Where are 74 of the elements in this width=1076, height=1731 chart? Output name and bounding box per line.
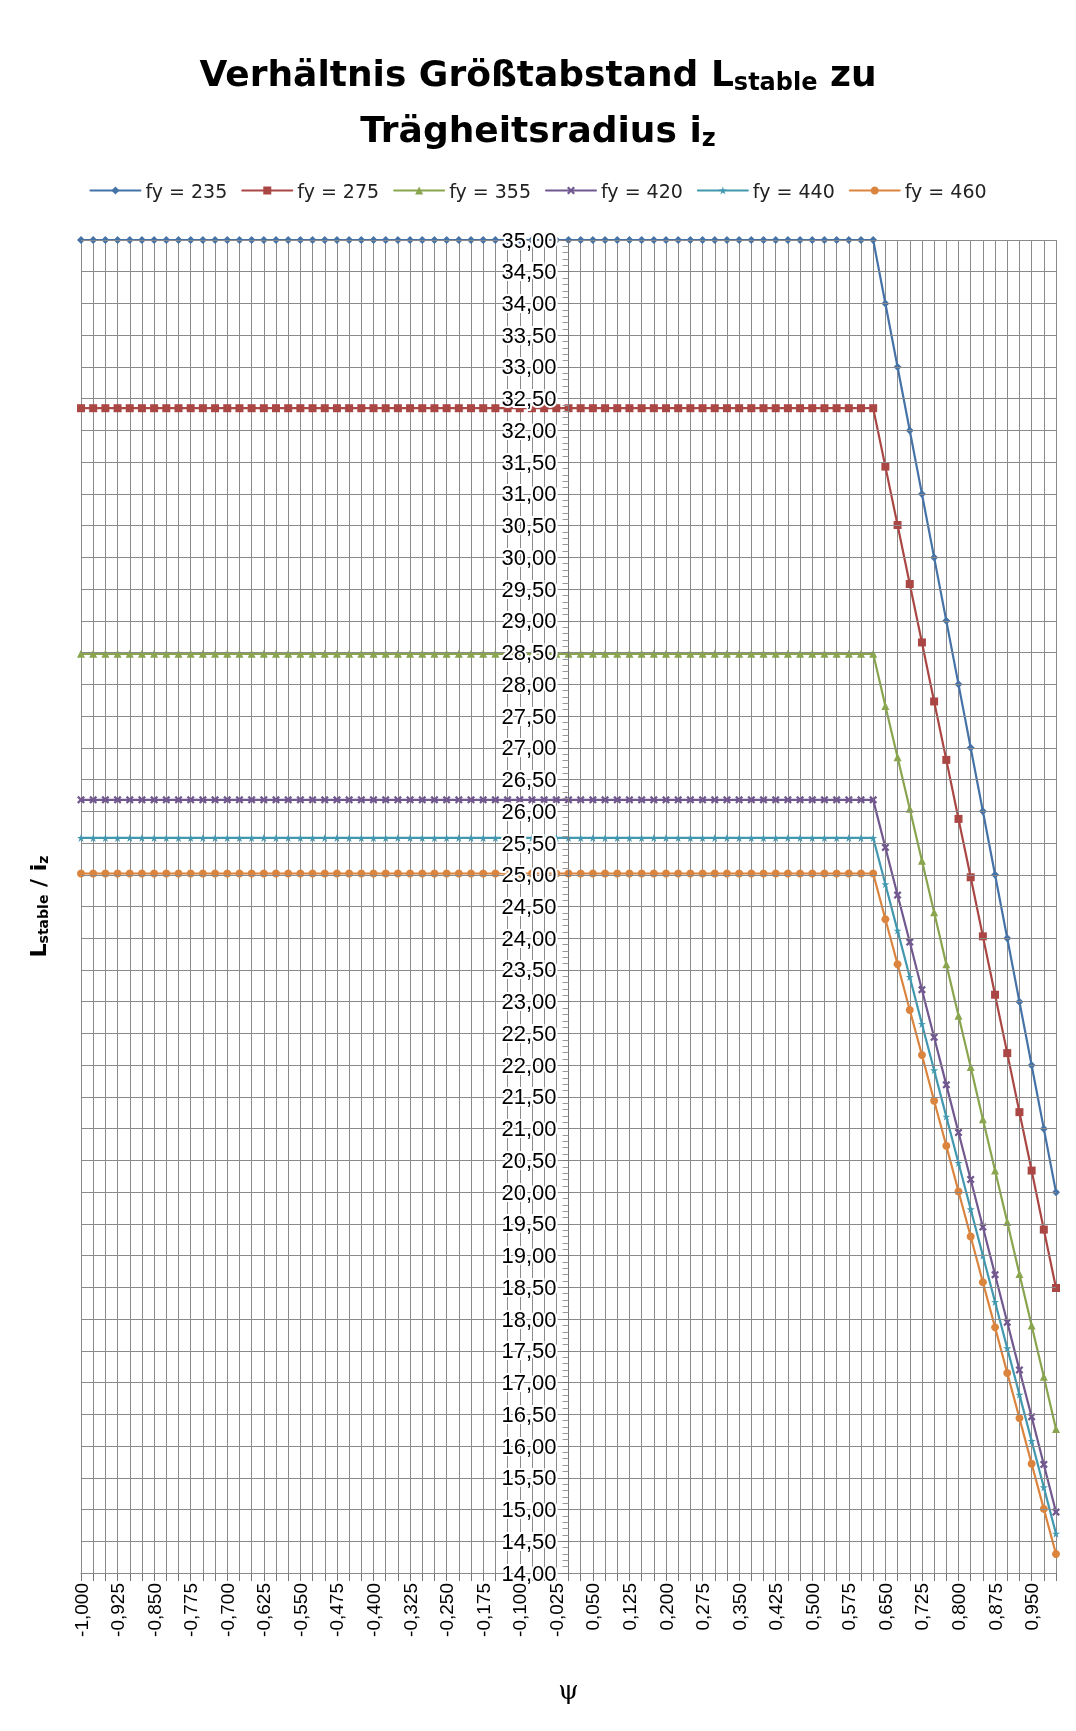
x-tick-label: 0,425 bbox=[765, 1583, 787, 1631]
x-tick-label: -0,775 bbox=[180, 1583, 202, 1637]
y-tick-label: 30,00 bbox=[501, 544, 557, 570]
x-tick-label: -0,325 bbox=[399, 1583, 421, 1637]
x-tick-label: -0,100 bbox=[509, 1583, 531, 1637]
legend-label: fy = 275 bbox=[297, 179, 380, 202]
x-tick-label: -0,700 bbox=[216, 1583, 238, 1637]
x-tick-label: 0,050 bbox=[582, 1583, 604, 1631]
x-tick-label: -0,025 bbox=[545, 1583, 567, 1637]
y-tick-label: 23,00 bbox=[501, 989, 557, 1015]
x-tick-label: -0,925 bbox=[107, 1583, 129, 1637]
x-tick-label: -0,475 bbox=[326, 1583, 348, 1637]
x-tick-label: 0,950 bbox=[1021, 1583, 1043, 1631]
y-tick-label: 16,50 bbox=[501, 1401, 557, 1427]
y-tick-label: 21,00 bbox=[501, 1116, 557, 1142]
y-tick-label: 19,50 bbox=[501, 1211, 557, 1237]
y-tick-label: 26,50 bbox=[501, 767, 557, 793]
x-tick-label: 0,650 bbox=[874, 1583, 896, 1631]
x-axis-title: ψ bbox=[558, 1675, 579, 1705]
y-tick-label: 23,50 bbox=[501, 957, 557, 983]
y-tick-label: 26,00 bbox=[501, 798, 557, 824]
y-tick-label: 22,50 bbox=[501, 1020, 557, 1046]
y-tick-label: 34,00 bbox=[501, 290, 557, 316]
legend-label: fy = 235 bbox=[145, 179, 228, 202]
legend-label: fy = 420 bbox=[601, 179, 683, 202]
y-tick-label: 15,50 bbox=[501, 1465, 557, 1491]
y-tick-label: 16,00 bbox=[501, 1433, 557, 1459]
x-tick-label: 0,800 bbox=[948, 1583, 969, 1631]
y-tick-label: 21,50 bbox=[501, 1084, 557, 1110]
y-tick-label: 33,00 bbox=[501, 354, 557, 380]
y-axis-title: Lstable / iz bbox=[25, 855, 51, 958]
y-tick-label: 20,00 bbox=[501, 1179, 557, 1205]
y-tick-label: 18,50 bbox=[501, 1274, 557, 1300]
x-tick-label: 0,725 bbox=[911, 1583, 933, 1631]
y-tick-label: 27,00 bbox=[501, 735, 557, 761]
x-tick-label: 0,200 bbox=[655, 1583, 677, 1631]
x-tick-label: -0,550 bbox=[289, 1583, 311, 1637]
x-tick-label: -0,400 bbox=[363, 1583, 384, 1637]
x-tick-label: 0,575 bbox=[838, 1583, 860, 1631]
legend-label: fy = 460 bbox=[904, 179, 987, 202]
y-tick-label: 24,00 bbox=[501, 925, 557, 951]
x-tick-label: 0,275 bbox=[692, 1583, 714, 1631]
y-tick-label: 30,50 bbox=[501, 513, 557, 539]
x-tick-label: -0,625 bbox=[253, 1583, 275, 1637]
y-tick-label: 17,00 bbox=[501, 1370, 557, 1396]
y-tick-label: 29,00 bbox=[501, 608, 557, 634]
y-tick-label: 32,00 bbox=[501, 417, 557, 443]
legend-label: fy = 440 bbox=[752, 179, 835, 202]
y-tick-label: 27,50 bbox=[501, 703, 557, 729]
x-tick-label: 0,125 bbox=[618, 1583, 640, 1631]
y-tick-label: 28,00 bbox=[501, 671, 557, 697]
x-tick-label: 0,500 bbox=[801, 1583, 823, 1631]
x-tick-label: -1,000 bbox=[70, 1583, 92, 1637]
y-tick-label: 22,00 bbox=[501, 1052, 557, 1078]
x-tick-label: -0,250 bbox=[436, 1583, 458, 1637]
x-tick-label: 0,875 bbox=[984, 1583, 1006, 1631]
y-tick-label: 19,00 bbox=[501, 1243, 557, 1269]
x-tick-label: -0,850 bbox=[143, 1583, 165, 1637]
y-tick-label: 24,50 bbox=[501, 894, 557, 919]
y-tick-label: 32,50 bbox=[501, 386, 557, 412]
y-tick-label: 33,50 bbox=[501, 322, 557, 348]
x-tick-label: 0,350 bbox=[728, 1583, 750, 1631]
y-tick-label: 31,50 bbox=[501, 449, 557, 475]
y-tick-label: 29,50 bbox=[501, 576, 557, 602]
y-tick-label: 25,00 bbox=[501, 862, 557, 888]
y-tick-label: 31,00 bbox=[501, 481, 557, 507]
y-tick-label: 20,50 bbox=[501, 1147, 557, 1173]
x-tick-label: -0,175 bbox=[472, 1583, 494, 1637]
legend-label: fy = 355 bbox=[449, 179, 532, 202]
y-tick-label: 17,50 bbox=[501, 1338, 557, 1364]
y-tick-label: 34,50 bbox=[501, 259, 557, 285]
y-tick-label: 18,00 bbox=[501, 1306, 557, 1332]
y-tick-label: 14,50 bbox=[501, 1528, 557, 1554]
y-tick-label: 15,00 bbox=[501, 1497, 557, 1523]
